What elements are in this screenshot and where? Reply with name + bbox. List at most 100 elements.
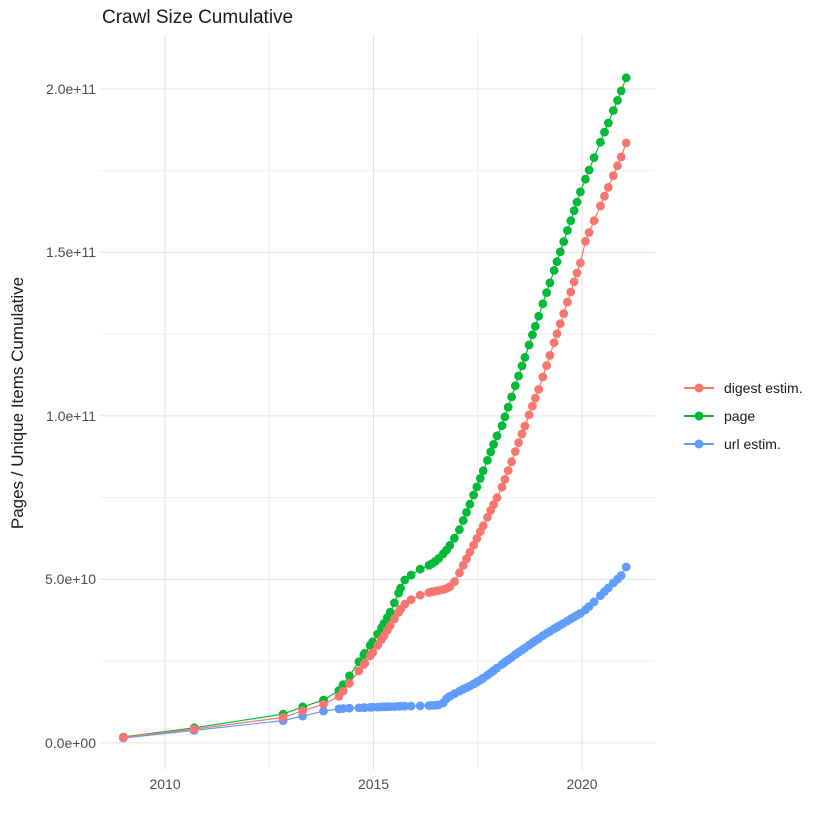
chart-title: Crawl Size Cumulative <box>102 7 294 28</box>
data-point <box>492 431 502 441</box>
data-point <box>569 277 579 287</box>
data-point <box>563 297 572 307</box>
data-point <box>616 152 626 162</box>
data-point <box>465 547 475 557</box>
series-url-estim- <box>119 562 631 743</box>
data-point <box>552 257 562 266</box>
data-point <box>368 648 378 657</box>
data-point <box>450 577 459 587</box>
data-point <box>400 575 410 585</box>
data-point <box>528 401 537 411</box>
legend-label: page <box>724 407 756 424</box>
data-point <box>616 571 626 580</box>
data-point <box>559 309 569 318</box>
data-point <box>538 372 548 382</box>
data-point <box>400 701 410 711</box>
data-point <box>489 500 498 509</box>
series-digest-estim- <box>119 138 631 742</box>
data-point <box>475 474 485 483</box>
data-point <box>603 183 613 192</box>
data-point <box>319 706 328 716</box>
legend-label: url estim. <box>724 435 781 452</box>
data-point <box>589 153 599 163</box>
data-point <box>520 353 530 362</box>
data-point <box>576 258 585 268</box>
data-series <box>119 73 631 743</box>
data-point <box>517 361 527 371</box>
major-gridlines <box>100 35 655 770</box>
data-point <box>478 466 488 476</box>
y-tick-label: 5.0e+10 <box>45 571 96 588</box>
data-point <box>503 402 513 412</box>
minor-gridlines <box>100 35 655 770</box>
y-tick-label: 1.0e+11 <box>46 407 96 424</box>
legend-entry-url-estim: url estim. <box>684 435 803 452</box>
data-point <box>524 340 534 350</box>
data-point <box>469 540 478 550</box>
data-point <box>385 607 395 617</box>
data-point <box>600 127 609 137</box>
data-point <box>503 466 513 475</box>
data-point <box>450 533 459 543</box>
data-point <box>572 197 582 207</box>
data-point <box>559 237 569 247</box>
y-tick-label: 2.0e+11 <box>46 80 96 97</box>
data-point <box>390 614 399 624</box>
legend: digest estim. page url estim. <box>684 379 803 452</box>
data-point <box>555 319 565 329</box>
data-point <box>616 86 626 96</box>
legend-key-icon <box>684 383 714 392</box>
series-page <box>119 73 631 742</box>
data-point <box>542 288 551 297</box>
legend-entry-page: page <box>684 407 803 424</box>
data-point <box>319 699 328 709</box>
legend-key-icon <box>684 439 714 448</box>
data-point <box>455 525 464 535</box>
data-point <box>406 701 416 711</box>
legend-entry-digest-estim: digest estim. <box>684 379 803 396</box>
data-point <box>345 703 354 713</box>
data-point <box>400 599 410 609</box>
data-point <box>415 701 425 711</box>
data-point <box>621 138 631 148</box>
data-point <box>608 106 618 115</box>
data-point <box>455 568 464 578</box>
data-point <box>483 456 492 465</box>
legend-key-icon <box>684 411 714 420</box>
data-point <box>545 351 555 360</box>
data-point <box>338 686 348 696</box>
data-point <box>507 457 516 467</box>
data-point <box>524 410 534 420</box>
data-point <box>445 541 455 550</box>
data-point <box>596 201 605 211</box>
legend-dot-icon <box>694 383 704 392</box>
data-point <box>278 713 288 722</box>
data-point <box>497 421 507 431</box>
data-point <box>462 508 471 517</box>
x-tick-label: 2015 <box>357 776 390 792</box>
data-point <box>581 236 590 246</box>
data-point <box>555 247 565 257</box>
data-point <box>489 440 498 449</box>
data-point <box>538 299 548 309</box>
data-point <box>360 658 370 668</box>
data-point <box>530 321 540 331</box>
data-point <box>510 447 520 456</box>
data-point <box>603 118 613 128</box>
data-point <box>576 187 585 197</box>
data-point <box>486 447 496 457</box>
data-point <box>406 570 416 580</box>
legend-label: digest estim. <box>724 379 803 396</box>
data-point <box>569 206 579 216</box>
data-point <box>385 621 395 631</box>
data-point <box>596 137 605 147</box>
data-point <box>345 671 354 681</box>
data-point <box>119 732 128 742</box>
data-point <box>492 493 502 502</box>
data-point <box>549 338 559 348</box>
data-point <box>497 482 507 492</box>
data-point <box>298 706 308 716</box>
data-point <box>472 534 482 543</box>
